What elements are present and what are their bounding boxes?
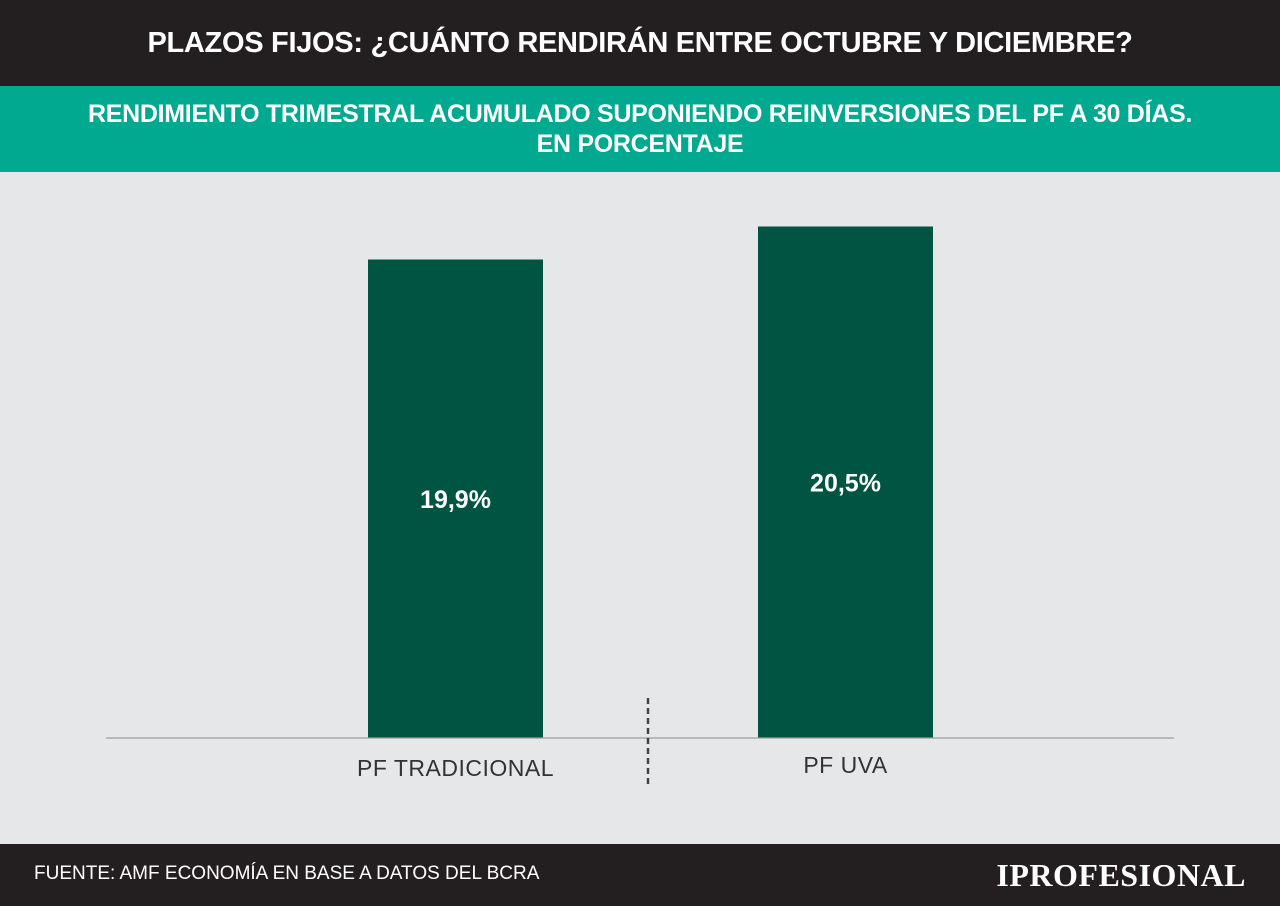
- chart-subtitle-line-2: EN PORCENTAJE: [536, 130, 744, 158]
- bar-pf-uva: [758, 226, 933, 738]
- chart-area: 19,9% PF TRADICIONAL 20,5% PF UVA: [0, 172, 1280, 844]
- footer-bar: FUENTE: AMF ECONOMÍA EN BASE A DATOS DEL…: [0, 844, 1280, 906]
- subtitle-bar: RENDIMIENTO TRIMESTRAL ACUMULADO SUPONIE…: [0, 86, 1280, 172]
- chart-subtitle-line-1: RENDIMIENTO TRIMESTRAL ACUMULADO SUPONIE…: [87, 100, 1192, 128]
- x-tick-label: PF TRADICIONAL: [357, 755, 554, 781]
- bar-chart: 19,9% PF TRADICIONAL 20,5% PF UVA: [106, 226, 1174, 788]
- data-label: 20,5%: [810, 469, 881, 497]
- x-tick-label: PF UVA: [803, 752, 888, 778]
- bar-pf-tradicional: [368, 259, 543, 738]
- data-label: 19,9%: [420, 486, 491, 514]
- title-bar: PLAZOS FIJOS: ¿CUÁNTO RENDIRÁN ENTRE OCT…: [0, 0, 1280, 86]
- source-note: FUENTE: AMF ECONOMÍA EN BASE A DATOS DEL…: [34, 863, 540, 884]
- brand-logo: IPROFESIONAL: [996, 857, 1246, 893]
- chart-title: PLAZOS FIJOS: ¿CUÁNTO RENDIRÁN ENTRE OCT…: [147, 26, 1133, 59]
